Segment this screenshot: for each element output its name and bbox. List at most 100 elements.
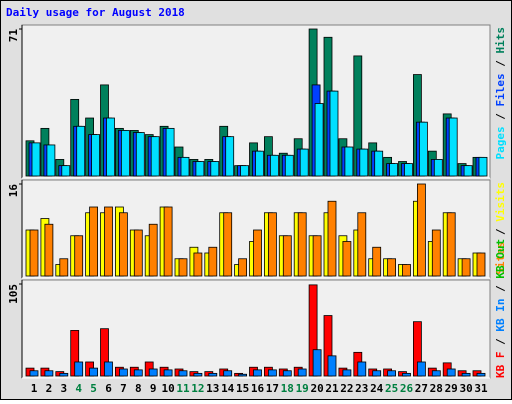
bar xyxy=(253,369,262,377)
bar xyxy=(312,349,322,377)
bar xyxy=(299,148,309,177)
x-tick-label: 10 xyxy=(161,382,174,395)
bar xyxy=(133,369,143,377)
bar xyxy=(461,372,471,377)
x-tick-label: 19 xyxy=(296,382,309,395)
x-tick-label: 28 xyxy=(430,382,443,395)
x-tick-label: 30 xyxy=(459,382,472,395)
bar xyxy=(433,159,443,177)
bar xyxy=(342,241,352,277)
bar xyxy=(314,103,324,177)
x-tick-label: 14 xyxy=(221,382,235,395)
x-tick-label: 3 xyxy=(60,382,67,395)
x-tick-label: 12 xyxy=(191,382,204,395)
bar xyxy=(359,148,369,177)
bar xyxy=(446,212,456,277)
legend-separator: / xyxy=(494,279,507,299)
x-tick-label: 24 xyxy=(370,382,384,395)
bar xyxy=(163,369,173,377)
bar xyxy=(46,144,56,177)
y-tick-label: 105 xyxy=(7,284,20,304)
bar xyxy=(240,165,250,177)
bar xyxy=(253,229,262,277)
x-tick-label: 20 xyxy=(310,382,323,395)
legend-separator: / xyxy=(494,332,507,352)
bar xyxy=(267,212,277,277)
bar xyxy=(89,206,98,277)
bar xyxy=(106,117,115,177)
y-tick-label: 16 xyxy=(7,184,20,198)
x-tick-label: 6 xyxy=(105,382,112,395)
bar xyxy=(238,373,248,377)
bar xyxy=(389,163,399,177)
bar xyxy=(372,246,382,277)
legend-entry: Pages xyxy=(494,126,507,159)
bar xyxy=(135,132,145,177)
x-tick-label: 11 xyxy=(176,382,190,395)
bar xyxy=(416,361,426,377)
bar xyxy=(178,370,188,377)
bar xyxy=(312,235,322,277)
bar xyxy=(461,258,471,277)
x-tick-label: 25 xyxy=(385,382,398,395)
bar xyxy=(133,229,143,277)
bar xyxy=(150,136,160,177)
bar xyxy=(446,368,456,377)
bar xyxy=(89,367,98,377)
bar xyxy=(387,258,397,277)
bar xyxy=(31,142,41,177)
legend: KB F / KB In / KB Out xyxy=(494,239,507,378)
bar xyxy=(238,258,248,277)
bar xyxy=(208,372,218,377)
bar xyxy=(59,258,69,277)
bar xyxy=(59,372,69,377)
legend-entry: KB In xyxy=(494,299,507,332)
bar xyxy=(372,370,382,377)
x-tick-label: 21 xyxy=(325,382,339,395)
bar xyxy=(402,264,411,277)
bar xyxy=(91,134,100,177)
x-tick-label: 15 xyxy=(236,382,249,395)
bar xyxy=(29,229,39,277)
legend-entry: KB F xyxy=(494,352,507,379)
bar xyxy=(163,206,173,277)
bar xyxy=(193,372,203,377)
legend: Pages / Files / Hits xyxy=(494,27,507,160)
bar xyxy=(148,223,158,277)
x-tick-label: 22 xyxy=(340,382,353,395)
bar xyxy=(463,165,473,177)
x-tick-label: 23 xyxy=(355,382,368,395)
bar xyxy=(404,163,413,177)
bar xyxy=(44,223,54,277)
x-tick-label: 5 xyxy=(90,382,97,395)
legend-separator: / xyxy=(494,107,507,127)
bar xyxy=(121,130,130,177)
bar xyxy=(342,369,352,377)
bar xyxy=(223,370,233,377)
bar xyxy=(374,150,384,177)
x-tick-label: 17 xyxy=(266,382,279,395)
bar xyxy=(478,156,488,177)
x-tick-label: 18 xyxy=(281,382,294,395)
legend-entry: Hits xyxy=(494,27,507,54)
bar xyxy=(178,258,188,277)
x-tick-label: 7 xyxy=(120,382,127,395)
y-tick-label: 71 xyxy=(7,29,20,43)
bar xyxy=(165,127,175,177)
bar xyxy=(344,146,354,177)
bar xyxy=(329,90,339,177)
x-tick-label: 13 xyxy=(206,382,219,395)
chart-title: Daily usage for August 2018 xyxy=(6,6,185,19)
x-tick-label: 26 xyxy=(400,382,414,395)
bar xyxy=(269,154,279,177)
bar xyxy=(327,355,337,377)
x-tick-label: 9 xyxy=(150,382,157,395)
x-tick-label: 2 xyxy=(46,382,53,395)
x-tick-label: 4 xyxy=(75,382,82,395)
bar xyxy=(104,361,113,377)
bar xyxy=(431,370,441,377)
bar xyxy=(357,212,367,277)
bar xyxy=(74,235,84,277)
legend: Sites / Visits xyxy=(494,182,507,275)
bar xyxy=(284,154,294,177)
